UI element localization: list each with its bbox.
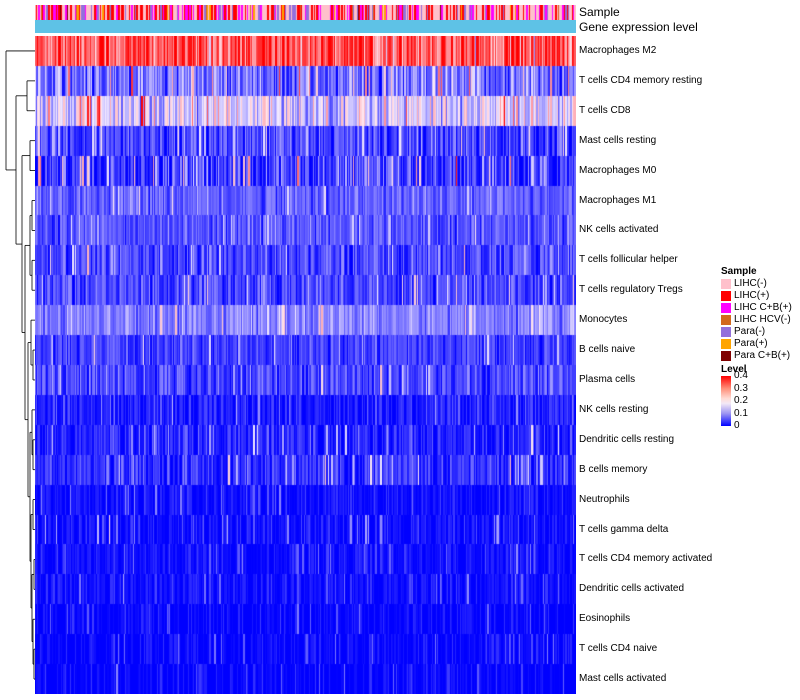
legend-swatch xyxy=(721,339,731,349)
level-color-scale xyxy=(721,376,731,426)
sample-legend-item: Para(+) xyxy=(721,338,800,350)
legend-swatch xyxy=(721,303,731,313)
row-label: T cells follicular helper xyxy=(579,254,678,266)
row-label: Mast cells resting xyxy=(579,134,657,146)
legend-label: Para C+B(+) xyxy=(734,350,791,361)
level-legend: Level 0.4 0.3 0.2 0.1 0 xyxy=(721,364,800,431)
level-tick-label: 0.4 xyxy=(734,370,748,381)
sample-legend-title: Sample xyxy=(721,266,757,277)
legend-swatch xyxy=(721,279,731,289)
legend-swatch xyxy=(721,291,731,301)
row-label: T cells CD4 memory resting xyxy=(579,74,703,86)
row-label: Macrophages M2 xyxy=(579,44,657,56)
row-label: Neutrophils xyxy=(579,493,630,505)
row-label: Dendritic cells activated xyxy=(579,583,685,595)
row-label: Eosinophils xyxy=(579,613,631,625)
row-label: T cells gamma delta xyxy=(579,523,669,535)
row-label: B cells naive xyxy=(579,344,636,356)
row-label: Macrophages M1 xyxy=(579,194,657,206)
gene-expression-annotation-bar xyxy=(35,20,576,33)
sample-legend-item: Para(-) xyxy=(721,326,800,338)
sample-legend-item: Para C+B(+) xyxy=(721,350,800,362)
heatmap-body xyxy=(35,36,576,694)
row-label: Plasma cells xyxy=(579,373,636,385)
legend-label: LIHC(+) xyxy=(734,290,770,301)
legend-swatch xyxy=(721,315,731,325)
row-label: T cells regulatory Tregs xyxy=(579,284,683,296)
row-label: Macrophages M0 xyxy=(579,164,657,176)
legend-label: Para(-) xyxy=(734,326,766,337)
sample-legend-item: LIHC C+B(+) xyxy=(721,302,800,314)
sample-annotation-bar xyxy=(35,5,576,20)
row-label: Mast cells activated xyxy=(579,673,667,685)
row-label: Dendritic cells resting xyxy=(579,433,675,445)
legend: Sample LIHC(-) LIHC(+) LIHC C+B(+) LIHC HCV… xyxy=(721,266,800,431)
level-legend-title: Level xyxy=(721,364,747,375)
row-label: T cells CD4 memory activated xyxy=(579,553,713,565)
sample-legend-item: LIHC HCV(-) xyxy=(721,314,800,326)
gene-expression-annotation-label: Gene expression level xyxy=(579,20,698,34)
row-dendrogram xyxy=(5,50,35,680)
row-label: B cells memory xyxy=(579,463,648,475)
legend-label: LIHC HCV(-) xyxy=(734,314,791,325)
row-label: NK cells resting xyxy=(579,403,649,415)
row-label: Monocytes xyxy=(579,314,628,326)
level-tick-label: 0.1 xyxy=(734,407,748,419)
level-tick-label: 0.2 xyxy=(734,395,748,406)
level-tick-label: 0 xyxy=(734,420,740,431)
legend-label: LIHC C+B(+) xyxy=(734,302,792,313)
row-label: NK cells activated xyxy=(579,224,659,236)
row-label: T cells CD4 naive xyxy=(579,643,658,655)
legend-label: LIHC(-) xyxy=(734,278,767,289)
legend-label: Para(+) xyxy=(734,338,768,349)
sample-legend-item: LIHC(+) xyxy=(721,290,800,302)
legend-swatch xyxy=(721,327,731,337)
level-tick-label: 0.3 xyxy=(734,382,748,394)
row-label: T cells CD8 xyxy=(579,104,631,116)
sample-legend-item: LIHC(-) xyxy=(721,278,800,290)
sample-legend-items: LIHC(-) LIHC(+) LIHC C+B(+) LIHC HCV(-) Para… xyxy=(721,278,800,362)
sample-annotation-label: Sample xyxy=(579,5,620,19)
legend-swatch xyxy=(721,351,731,361)
